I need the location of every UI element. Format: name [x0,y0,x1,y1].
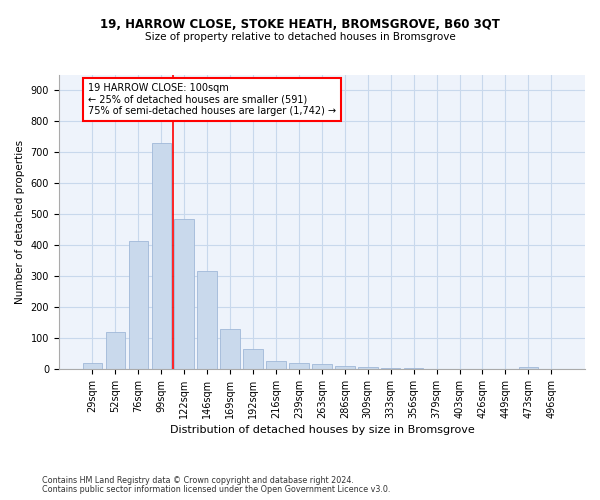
Text: 19 HARROW CLOSE: 100sqm
← 25% of detached houses are smaller (591)
75% of semi-d: 19 HARROW CLOSE: 100sqm ← 25% of detache… [88,82,336,116]
Bar [381,368,400,369]
Bar [197,272,217,369]
Bar [358,368,377,369]
Text: 19, HARROW CLOSE, STOKE HEATH, BROMSGROVE, B60 3QT: 19, HARROW CLOSE, STOKE HEATH, BROMSGROV… [100,18,500,30]
Text: Contains public sector information licensed under the Open Government Licence v3: Contains public sector information licen… [42,485,391,494]
Bar [404,368,424,369]
Bar [152,143,171,369]
Bar [175,219,194,369]
Bar [266,361,286,369]
Y-axis label: Number of detached properties: Number of detached properties [15,140,25,304]
Bar [220,328,240,369]
Text: Size of property relative to detached houses in Bromsgrove: Size of property relative to detached ho… [145,32,455,42]
Bar [518,368,538,369]
X-axis label: Distribution of detached houses by size in Bromsgrove: Distribution of detached houses by size … [170,425,474,435]
Bar [289,363,308,369]
Bar [244,349,263,369]
Bar [128,240,148,369]
Bar [106,332,125,369]
Bar [312,364,332,369]
Bar [83,363,102,369]
Text: Contains HM Land Registry data © Crown copyright and database right 2024.: Contains HM Land Registry data © Crown c… [42,476,354,485]
Bar [335,366,355,369]
